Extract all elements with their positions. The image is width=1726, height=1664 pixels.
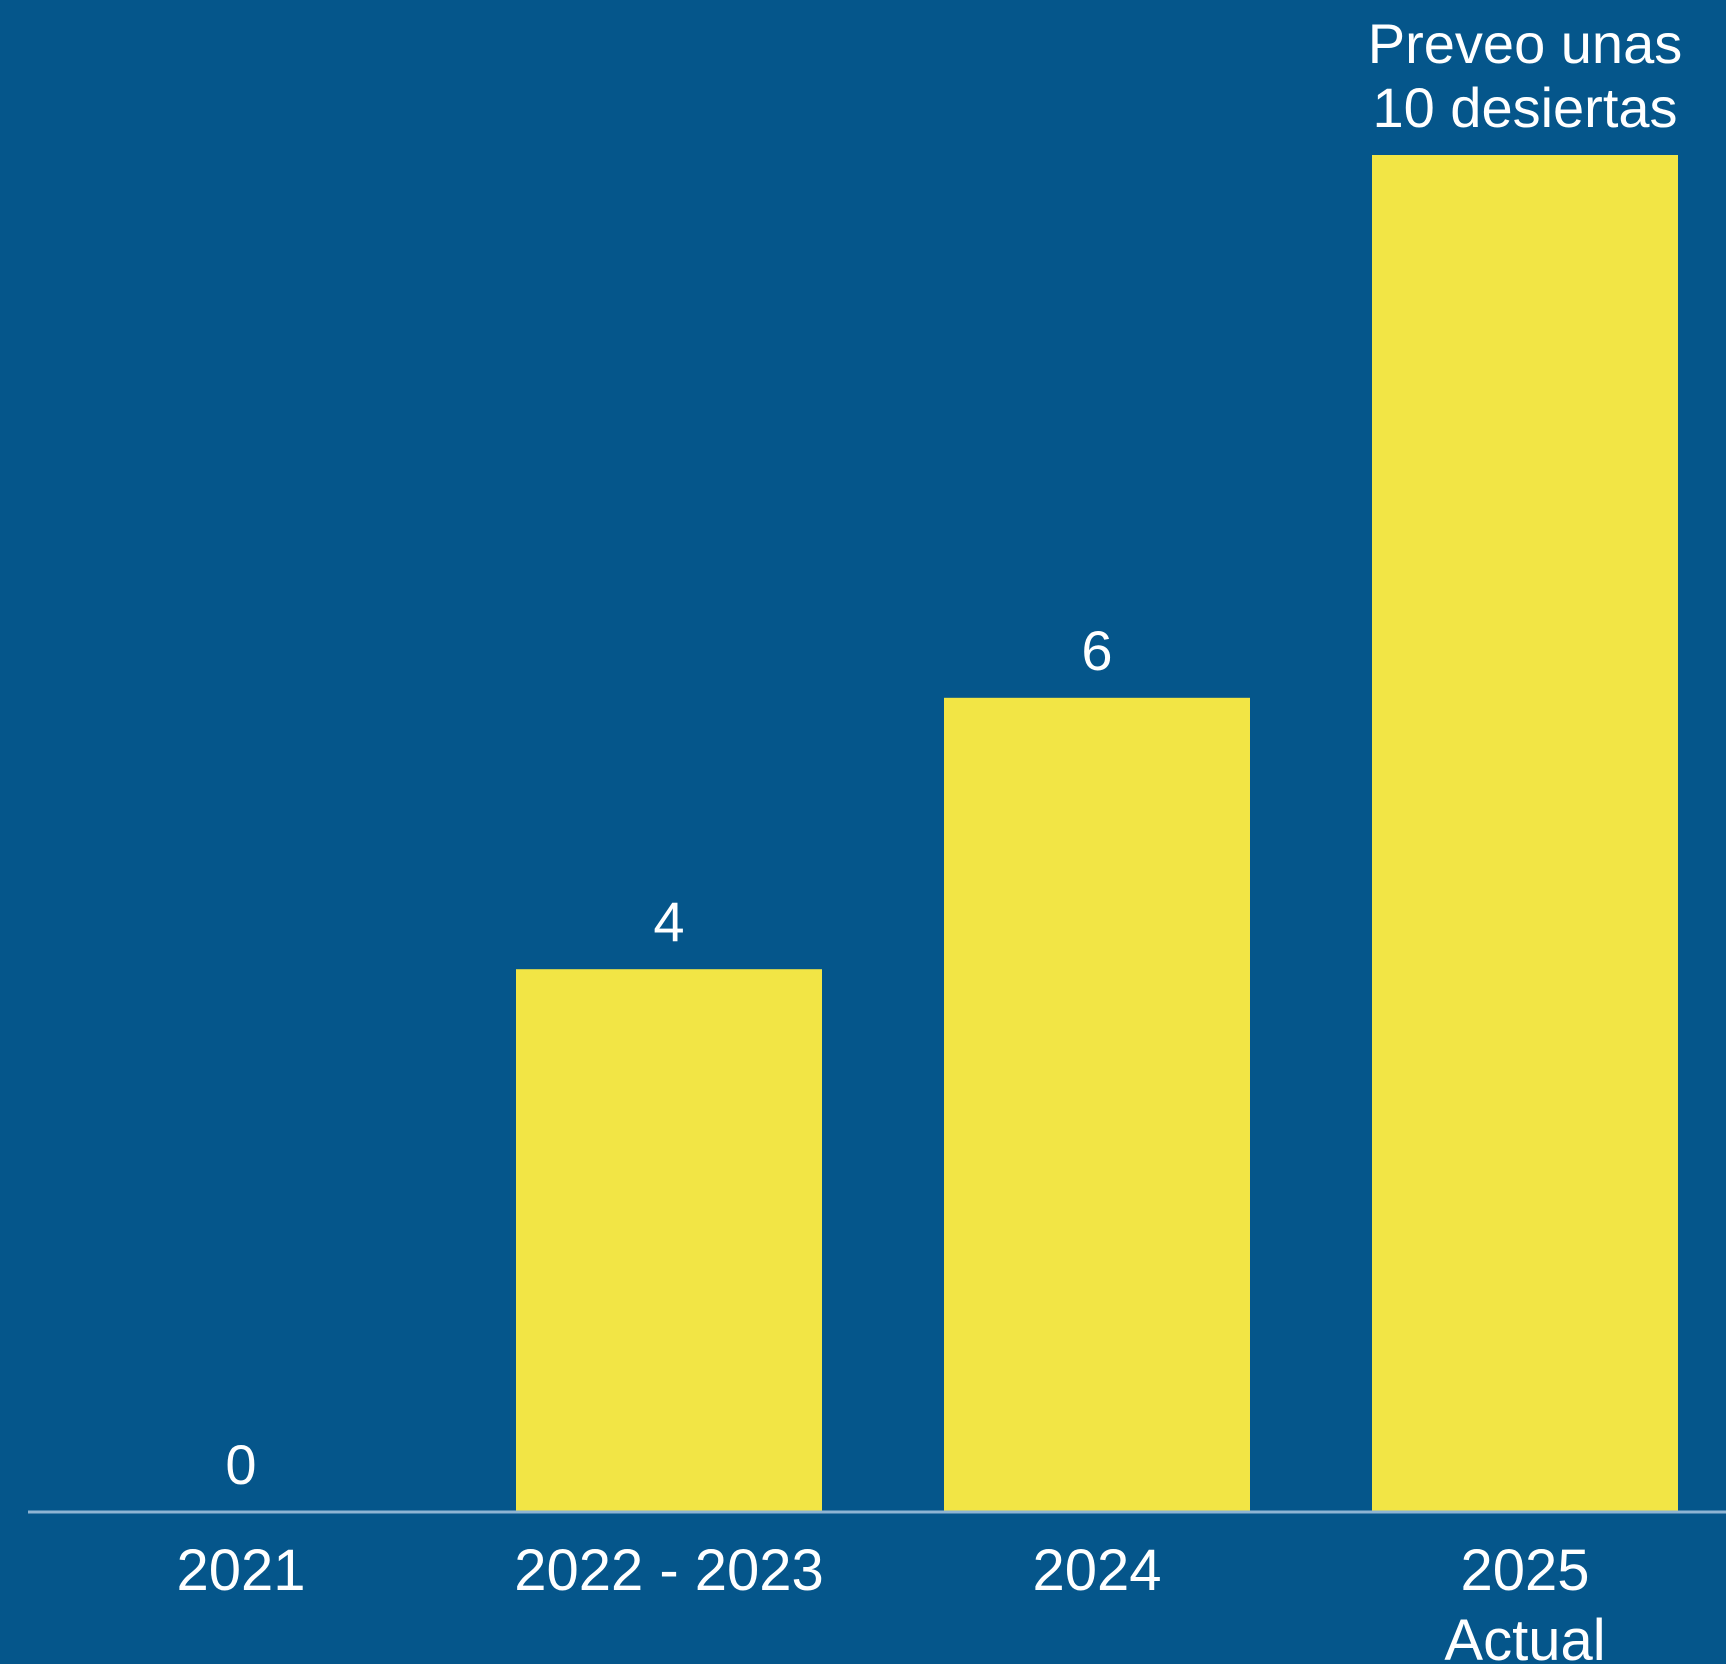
tick-label-2022-2023: 2022 - 2023 [514,1538,824,1603]
bar-2022-2023 [516,969,822,1512]
tick-label-2025: 2025 [1460,1538,1589,1603]
bars-group [516,155,1678,1512]
data-label-2022-2023: 4 [653,890,684,953]
tick-label-2024: 2024 [1032,1538,1161,1603]
data-label-2021: 0 [225,1433,256,1496]
bar-2024 [944,697,1250,1512]
bar-2025 [1372,155,1678,1512]
data-label-2024: 6 [1081,619,1112,682]
tick-label-2021: 2021 [176,1538,305,1603]
data-label-2025: Preveo unas 10 desiertas [1368,12,1682,139]
tick-sublabel-2025: Actual [1444,1608,1605,1664]
data-labels-group: 0 4 6 Preveo unas 10 desiertas [225,12,1682,1496]
